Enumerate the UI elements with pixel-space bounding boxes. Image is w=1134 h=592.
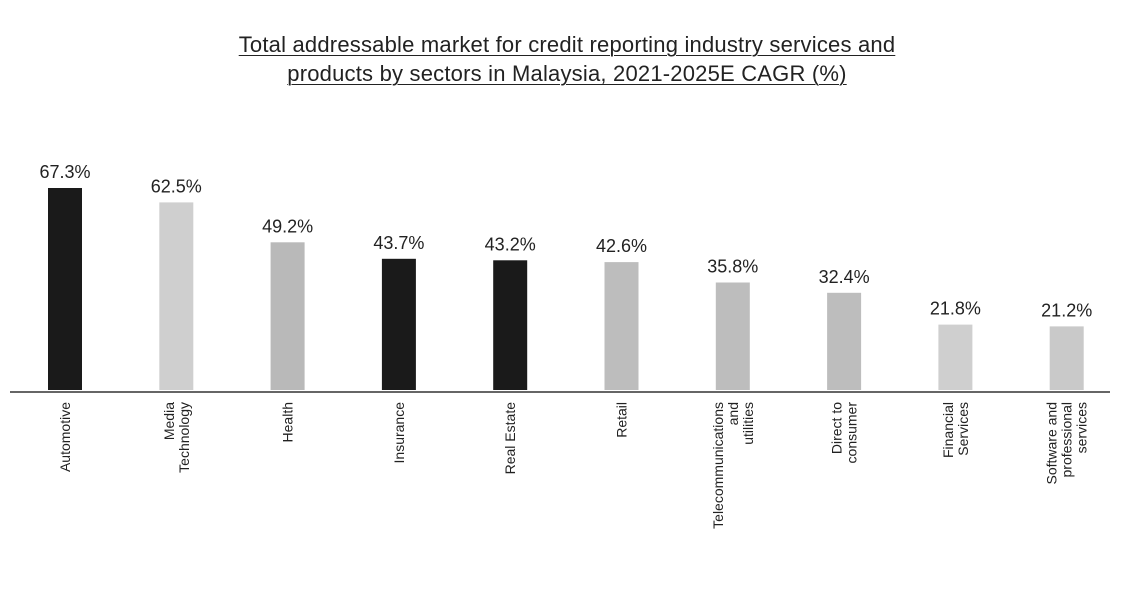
value-label-10: 21.2% bbox=[1041, 300, 1092, 320]
value-label-9: 21.8% bbox=[930, 299, 981, 319]
svg-text:Retail: Retail bbox=[614, 402, 630, 438]
value-label-5: 43.2% bbox=[485, 234, 536, 254]
value-label-8: 32.4% bbox=[819, 267, 870, 287]
category-label-2: MediaTechnology bbox=[161, 402, 192, 473]
value-labels-layer: 67.3% 62.5% 49.2% 43.7% 43.2% 42.6% 35.8% 32.4%… bbox=[39, 162, 1092, 320]
bar-5 bbox=[493, 260, 528, 390]
svg-text:MediaTechnology: MediaTechnology bbox=[161, 402, 192, 473]
category-label-9: FinancialServices bbox=[940, 402, 971, 458]
category-label-7: Telecommunicationsandutilities bbox=[710, 402, 756, 529]
bar-10 bbox=[1049, 326, 1084, 390]
svg-text:Software andprofessionalservic: Software andprofessionalservices bbox=[1044, 402, 1090, 485]
bar-6 bbox=[604, 262, 639, 390]
category-label-6: Retail bbox=[614, 402, 630, 438]
svg-text:Automotive: Automotive bbox=[57, 402, 73, 472]
chart-title: Total addressable market for credit repo… bbox=[0, 30, 1134, 88]
svg-text:Insurance: Insurance bbox=[391, 402, 407, 464]
chart-title-line-2: products by sectors in Malaysia, 2021-20… bbox=[287, 61, 847, 86]
chart-title-line-1: Total addressable market for credit repo… bbox=[238, 32, 896, 57]
svg-text:Direct toconsumer: Direct toconsumer bbox=[829, 402, 860, 464]
bar-9 bbox=[938, 324, 973, 390]
bar-2 bbox=[159, 202, 194, 390]
category-label-8: Direct toconsumer bbox=[829, 402, 860, 464]
bars-layer bbox=[48, 188, 1084, 390]
category-label-4: Insurance bbox=[391, 402, 407, 464]
bar-4 bbox=[381, 258, 416, 390]
svg-text:Telecommunicationsandutilities: Telecommunicationsandutilities bbox=[710, 402, 756, 529]
category-label-1: Automotive bbox=[57, 402, 73, 472]
svg-text:Real Estate: Real Estate bbox=[502, 402, 518, 475]
value-label-1: 67.3% bbox=[39, 162, 90, 182]
category-labels-layer: Automotive MediaTechnology Health Insurance… bbox=[57, 402, 1090, 529]
category-label-3: Health bbox=[280, 402, 296, 442]
category-label-5: Real Estate bbox=[502, 402, 518, 475]
value-label-3: 49.2% bbox=[262, 216, 313, 236]
value-label-6: 42.6% bbox=[596, 236, 647, 256]
bar-1 bbox=[48, 188, 82, 390]
value-label-2: 62.5% bbox=[151, 176, 202, 196]
svg-text:Health: Health bbox=[280, 402, 296, 442]
value-label-4: 43.7% bbox=[373, 233, 424, 253]
category-label-10: Software andprofessionalservices bbox=[1044, 402, 1090, 485]
bar-8 bbox=[827, 292, 862, 390]
value-label-7: 35.8% bbox=[707, 257, 758, 277]
bar-7 bbox=[715, 282, 750, 390]
svg-text:FinancialServices: FinancialServices bbox=[940, 402, 971, 458]
bar-3 bbox=[270, 242, 305, 390]
